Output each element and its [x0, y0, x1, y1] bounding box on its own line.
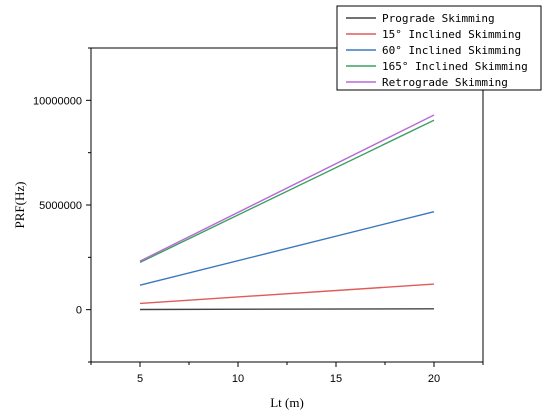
legend-label-2: 60° Inclined Skimming [382, 44, 521, 57]
y-tick-label-0: 0 [76, 305, 82, 317]
series-line-3 [139, 119, 435, 264]
plot-frame [90, 47, 484, 363]
y-axis-label: PRF(Hz) [12, 182, 27, 229]
legend-label-0: Prograde Skimming [382, 12, 495, 25]
legend-box [336, 5, 542, 91]
series-line-4 [139, 114, 435, 262]
series-line-1 [139, 283, 435, 305]
x-axis-ticks: 5 10 15 20 [90, 362, 484, 385]
x-axis-label: Lt (m) [270, 395, 304, 410]
series-line-2 [139, 211, 435, 286]
legend-label-3: 165° Inclined Skimming [382, 60, 528, 73]
x-tick-label-3: 20 [428, 373, 440, 385]
x-tick-label-2: 15 [330, 373, 342, 385]
legend-label-1: 15° Inclined Skimming [382, 28, 521, 41]
series-layer [139, 114, 435, 311]
y-tick-label-1: 5000000 [39, 200, 82, 212]
series-line-0 [139, 308, 435, 311]
legend: Prograde Skimming 15° Inclined Skimming 60… [336, 5, 542, 91]
legend-label-4: Retrograde Skimming [382, 76, 508, 89]
x-tick-label-0: 5 [137, 373, 143, 385]
y-tick-label-2: 10000000 [33, 95, 82, 107]
y-axis-ticks: 0 5000000 10000000 [33, 47, 91, 363]
x-tick-label-1: 10 [232, 373, 244, 385]
